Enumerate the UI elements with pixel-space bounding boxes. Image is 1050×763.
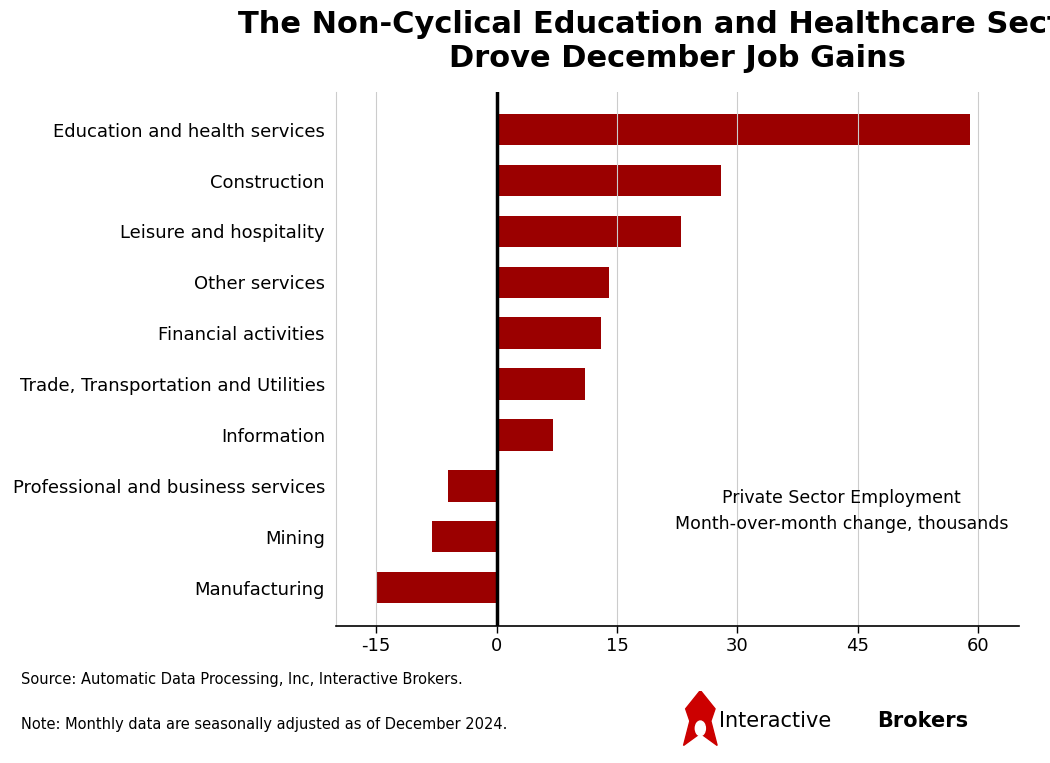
Bar — [433, 521, 497, 552]
Bar — [497, 317, 601, 349]
Bar — [497, 216, 681, 247]
Bar — [497, 266, 609, 298]
Text: Brokers: Brokers — [877, 711, 968, 731]
Text: Source: Automatic Data Processing, Inc, Interactive Brokers.: Source: Automatic Data Processing, Inc, … — [21, 671, 463, 687]
Polygon shape — [684, 691, 717, 745]
Bar — [497, 369, 585, 400]
Bar — [497, 165, 721, 196]
Text: Private Sector Employment
Month-over-month change, thousands: Private Sector Employment Month-over-mon… — [675, 489, 1009, 533]
Bar — [497, 419, 552, 451]
Text: Interactive: Interactive — [719, 711, 832, 731]
Circle shape — [695, 721, 706, 736]
Bar — [497, 114, 970, 146]
Bar — [376, 571, 497, 604]
Text: Note: Monthly data are seasonally adjusted as of December 2024.: Note: Monthly data are seasonally adjust… — [21, 717, 507, 732]
Bar — [448, 470, 497, 501]
Title: The Non-Cyclical Education and Healthcare Sectors
Drove December Job Gains: The Non-Cyclical Education and Healthcar… — [238, 10, 1050, 72]
